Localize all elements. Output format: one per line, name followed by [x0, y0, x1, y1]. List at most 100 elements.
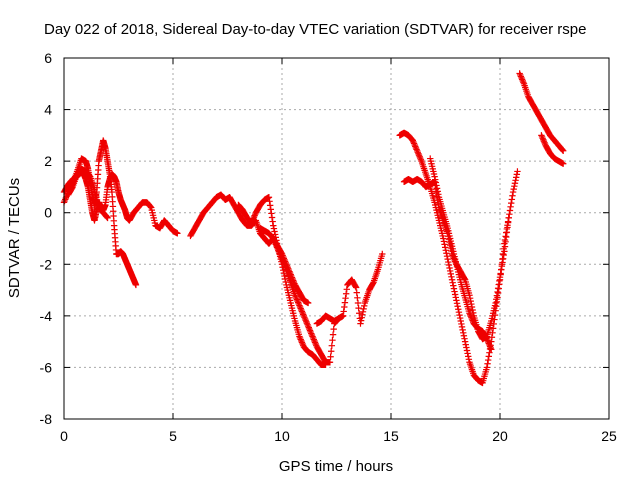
- series-track-12: [538, 132, 567, 167]
- data-point: [329, 331, 337, 338]
- data-point: [284, 264, 291, 271]
- data-point: [288, 274, 296, 281]
- data-point: [519, 77, 526, 85]
- data-point: [308, 330, 315, 337]
- data-point: [249, 216, 256, 224]
- data-point: [450, 285, 458, 292]
- data-point: [458, 323, 466, 331]
- data-point: [306, 327, 314, 334]
- data-point: [487, 344, 494, 352]
- data-point: [448, 276, 456, 283]
- data-point: [512, 174, 520, 181]
- data-point: [309, 333, 316, 340]
- data-point: [466, 310, 473, 317]
- data-point: [103, 213, 110, 220]
- series-track-5: [235, 194, 329, 369]
- series-track-4: [187, 191, 347, 366]
- series-track-10: [427, 155, 495, 353]
- y-tick-label: 0: [44, 205, 52, 221]
- data-point: [280, 255, 288, 262]
- data-point: [415, 150, 422, 157]
- data-point: [340, 308, 347, 315]
- data-point: [500, 251, 507, 259]
- data-point: [293, 294, 300, 302]
- data-point: [285, 266, 293, 274]
- data-point: [492, 299, 499, 307]
- data-point: [282, 278, 289, 286]
- series-track-7: [313, 250, 386, 327]
- data-point: [451, 288, 458, 295]
- y-tick-label: 2: [44, 153, 52, 169]
- data-point: [463, 347, 471, 354]
- data-point: [508, 196, 516, 203]
- data-point: [443, 252, 451, 260]
- data-point: [286, 268, 293, 275]
- data-point: [432, 176, 439, 183]
- data-point: [270, 225, 278, 232]
- data-point: [301, 314, 308, 321]
- data-point: [502, 233, 509, 240]
- data-point: [286, 269, 294, 277]
- data-point: [412, 143, 419, 150]
- data-point: [305, 324, 312, 331]
- data-point: [456, 314, 464, 322]
- data-point: [303, 320, 311, 327]
- data-point: [297, 305, 304, 312]
- data-point: [435, 191, 442, 198]
- data-point: [483, 364, 491, 371]
- data-point: [281, 258, 289, 265]
- data-point: [489, 325, 497, 332]
- data-point: [248, 219, 255, 227]
- data-point: [280, 253, 287, 261]
- data-point: [294, 297, 301, 305]
- data-point: [339, 312, 347, 320]
- data-point: [147, 203, 154, 211]
- y-tick-label: -6: [40, 359, 53, 375]
- data-point: [298, 306, 305, 314]
- series-track-3: [65, 165, 111, 222]
- data-point: [489, 329, 496, 337]
- data-point: [453, 297, 460, 304]
- data-point: [413, 146, 420, 153]
- data-point: [312, 340, 319, 348]
- data-point: [132, 281, 140, 289]
- data-point: [467, 297, 474, 305]
- data-point: [352, 284, 360, 291]
- data-point: [359, 311, 366, 318]
- series-track-11: [516, 70, 567, 155]
- data-point: [493, 292, 501, 299]
- data-point: [469, 306, 476, 314]
- data-point: [498, 266, 505, 274]
- data-point: [509, 188, 517, 196]
- data-point: [299, 309, 306, 317]
- data-point: [431, 173, 438, 180]
- x-axis-label: GPS time / hours: [279, 458, 393, 475]
- data-point: [461, 275, 468, 282]
- data-point: [511, 182, 518, 190]
- data-point: [486, 343, 494, 350]
- data-point: [304, 322, 312, 330]
- data-point: [341, 299, 349, 306]
- data-point: [267, 206, 274, 213]
- data-point: [446, 267, 454, 275]
- data-point: [460, 332, 468, 339]
- data-point: [504, 219, 512, 226]
- data-point: [460, 329, 467, 337]
- data-point: [301, 315, 309, 323]
- data-point: [290, 278, 298, 286]
- data-point: [280, 266, 287, 274]
- data-point: [300, 312, 307, 320]
- data-point: [466, 311, 474, 318]
- data-point: [512, 177, 519, 184]
- data-point: [441, 244, 449, 251]
- data-point: [494, 285, 502, 292]
- data-point: [495, 281, 502, 288]
- data-point: [61, 197, 68, 205]
- data-point: [447, 270, 454, 278]
- data-point: [304, 299, 312, 307]
- data-point: [505, 214, 512, 222]
- data-point: [450, 282, 457, 289]
- data-point: [310, 336, 317, 343]
- data-point: [502, 238, 509, 246]
